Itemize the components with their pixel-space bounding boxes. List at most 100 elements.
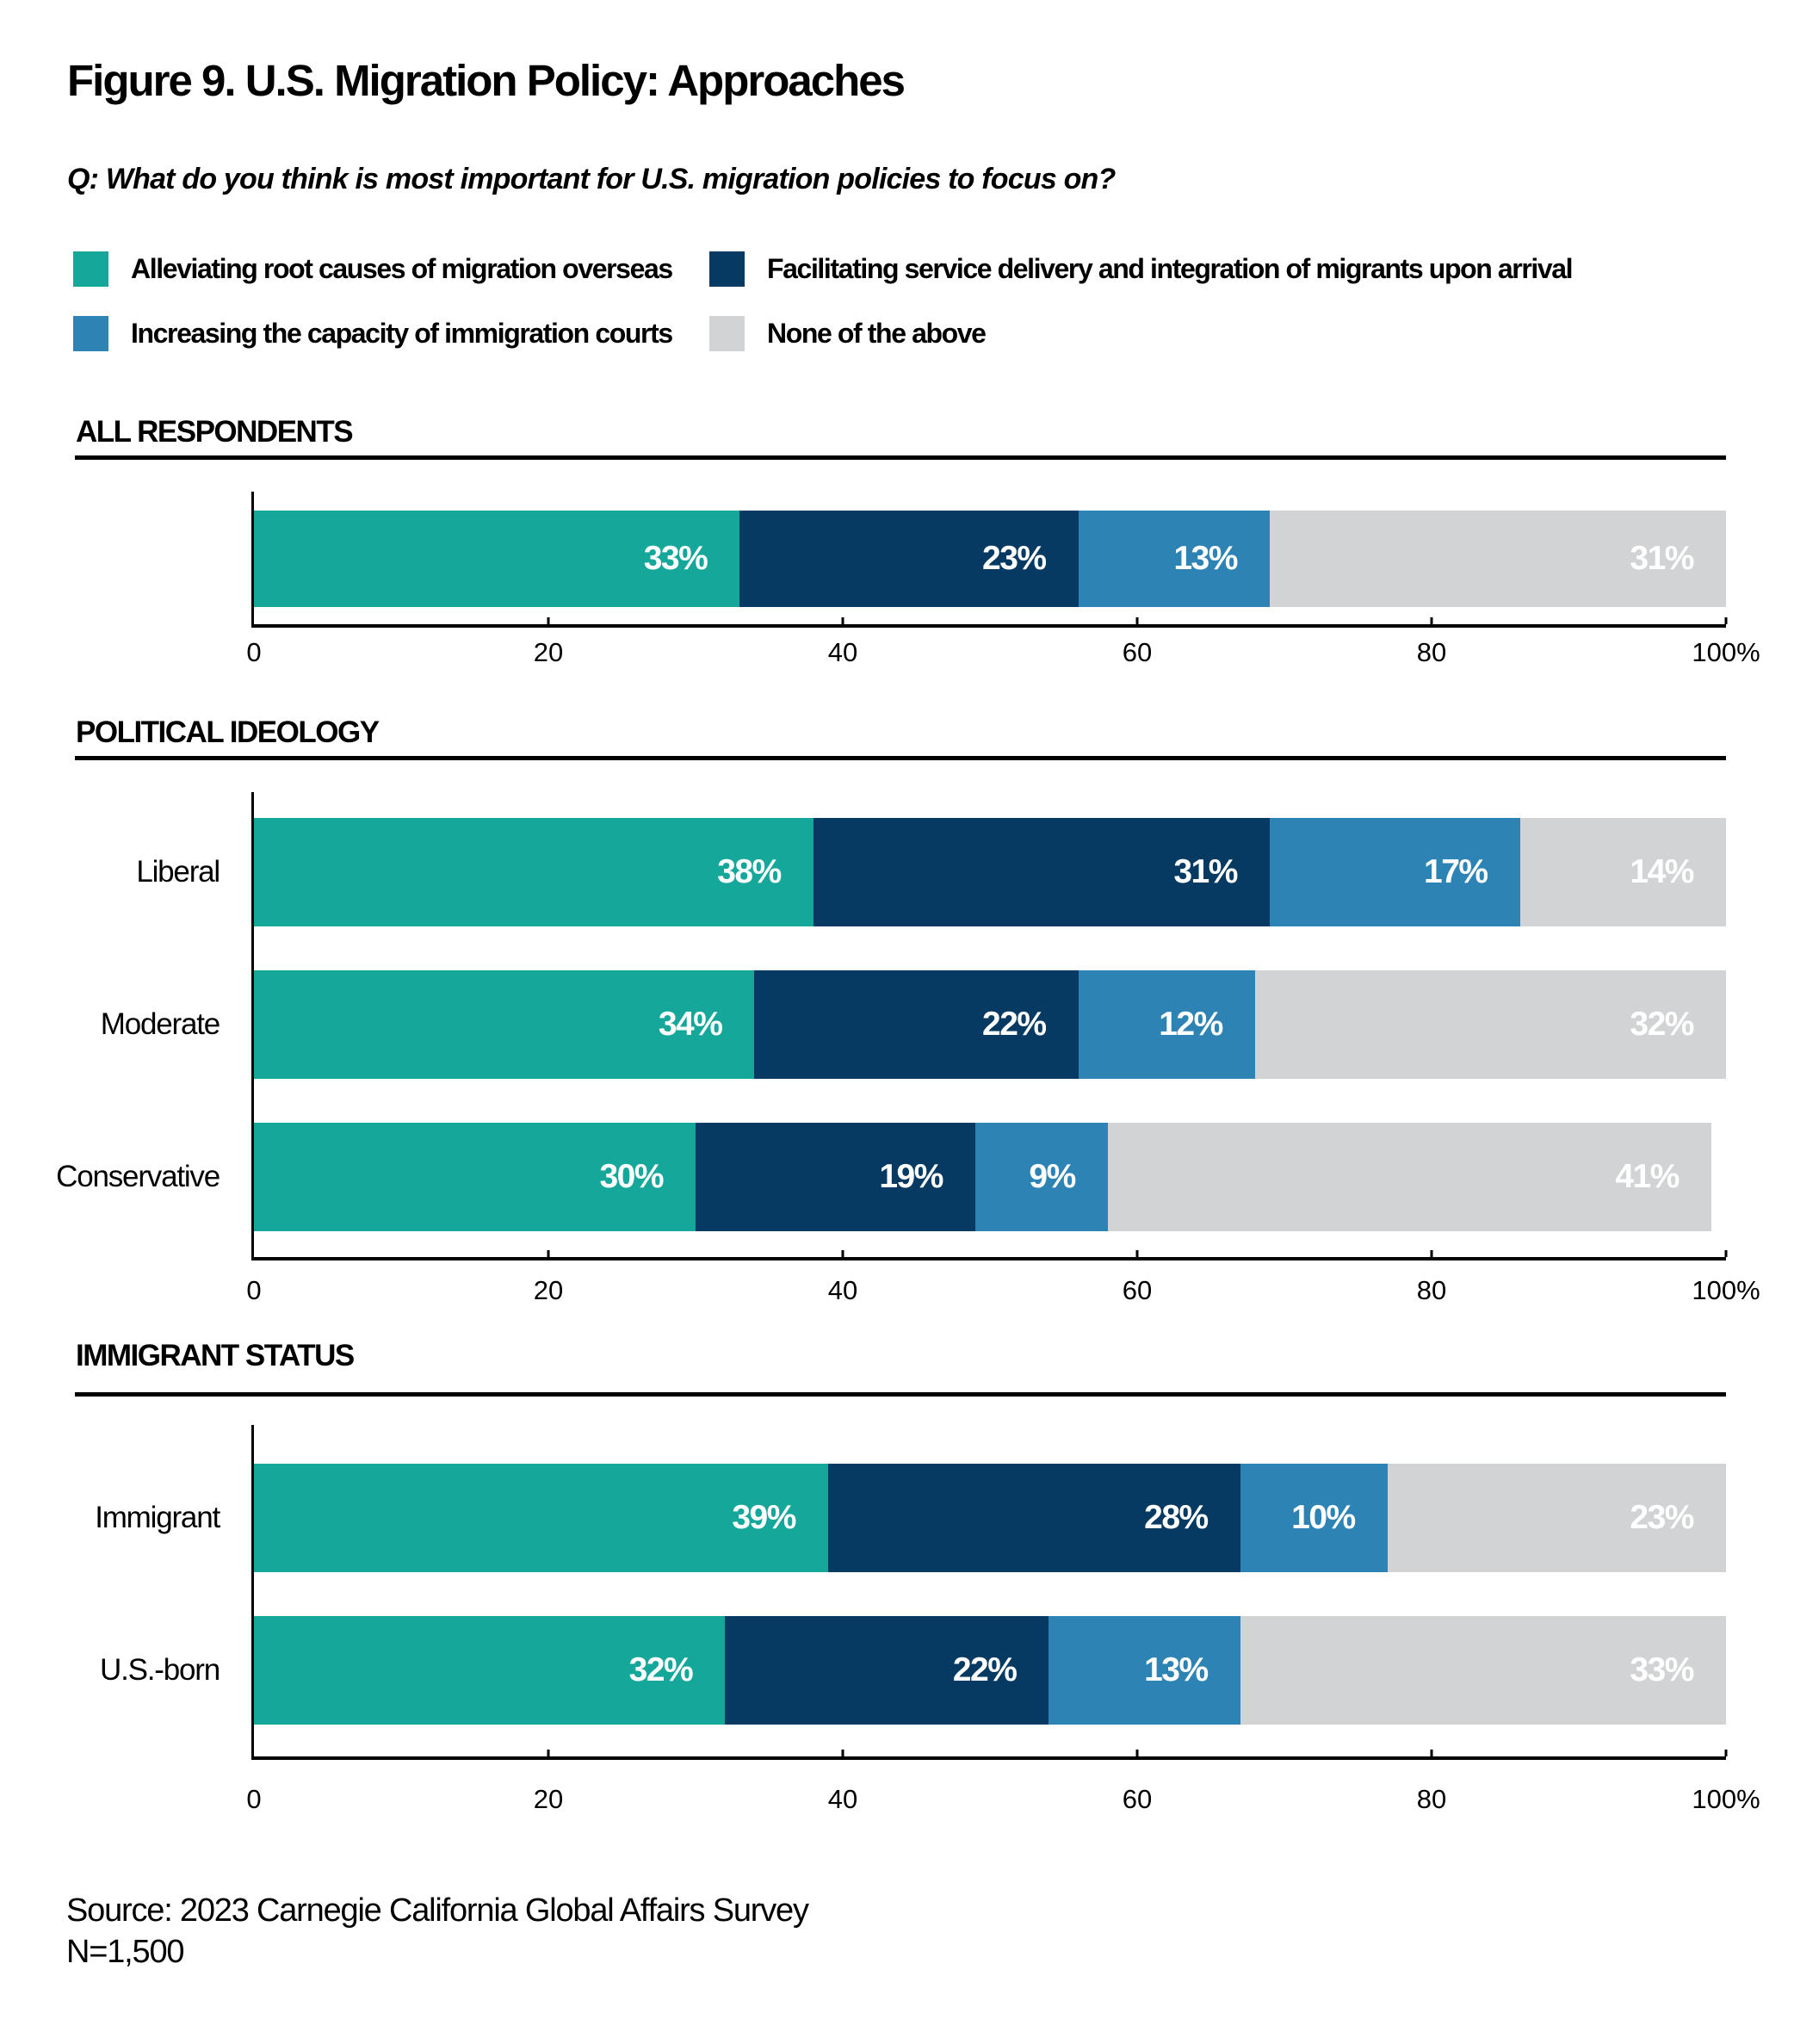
bar-value-label: 13% <box>1173 540 1238 577</box>
axis-tick-label: 80 <box>1416 1275 1447 1305</box>
axis-tick-label: 80 <box>1416 1784 1447 1814</box>
bar-value-label: 31% <box>1630 540 1694 577</box>
bar-segment: 39% <box>254 1464 828 1572</box>
axis-tick <box>547 1750 550 1756</box>
survey-question: Q: What do you think is most important f… <box>67 163 1116 195</box>
bar-segment: 9% <box>974 1123 1108 1231</box>
category-label: Immigrant <box>95 1501 220 1534</box>
axis-tick <box>841 1750 844 1756</box>
bar-value-label: 23% <box>982 540 1047 577</box>
bar-value-label: 33% <box>643 540 708 577</box>
axis-tick-label: 0 <box>246 1275 262 1305</box>
axis-tick-label: 100% <box>1692 1784 1760 1814</box>
axis-tick-label: 20 <box>533 637 564 667</box>
axis-tick-label: 60 <box>1122 637 1153 667</box>
bar-segment: 33% <box>1240 1616 1726 1725</box>
axis-tick <box>1430 617 1433 624</box>
bar-segment: 23% <box>739 511 1079 607</box>
figure-title: Figure 9. U.S. Migration Policy: Approac… <box>67 56 906 105</box>
bar-segment: 30% <box>254 1123 696 1231</box>
bar-segment: 13% <box>1049 1616 1240 1725</box>
bar-row: 38% 31% 17% 14% <box>254 818 1726 926</box>
bar-value-label: 33% <box>1630 1651 1694 1688</box>
axis-tick-label: 80 <box>1416 637 1447 667</box>
bar-segment: 14% <box>1519 818 1726 926</box>
legend-label: Facilitating service delivery and integr… <box>767 253 1574 284</box>
chart-all-respondents: 33% 23% 13% 31% 0 20 40 60 80 100% <box>246 492 1760 667</box>
bar-row: 32% 22% 13% 33% <box>254 1616 1726 1725</box>
category-label: Liberal <box>136 855 220 889</box>
sample-size: N=1,500 <box>66 1933 185 1970</box>
bar-value-label: 19% <box>879 1158 943 1195</box>
bar-segment: 22% <box>754 970 1079 1079</box>
bar-value-label: 22% <box>952 1651 1018 1688</box>
category-label: U.S.-born <box>100 1653 220 1687</box>
bar-value-label: 22% <box>982 1006 1047 1043</box>
source-note: Source: 2023 Carnegie California Global … <box>66 1891 809 1973</box>
axis-tick-label: 20 <box>533 1784 564 1814</box>
section-all-respondents: ALL RESPONDENTS 33% 23% 13% 31% 0 20 40 60 80 100… <box>0 411 1794 667</box>
axis-tick-label: 0 <box>246 1784 262 1814</box>
bar-row: 39% 28% 10% 23% <box>254 1464 1726 1572</box>
bar-segment: 22% <box>725 1616 1049 1725</box>
legend-item: Increasing the capacity of immigration c… <box>73 316 673 351</box>
axis-labels: 0 20 40 60 80 100% <box>246 624 1760 667</box>
plot-area: 33% 23% 13% 31% 0 20 40 60 80 100% <box>246 492 1760 667</box>
axis-tick <box>547 617 550 624</box>
bar-row: 33% 23% 13% 31% <box>254 511 1726 607</box>
bar-value-label: 12% <box>1159 1006 1223 1043</box>
bar-value-label: 31% <box>1173 853 1238 890</box>
axis-tick-label: 60 <box>1122 1784 1153 1814</box>
axis-tick-label: 40 <box>827 1784 858 1814</box>
axis-labels: 0 20 40 60 80 100% <box>246 1257 1760 1305</box>
legend-swatch <box>709 251 745 287</box>
bar-segment: 31% <box>1269 511 1726 607</box>
section-immigrant-status: IMMIGRANT STATUS 39% 28% 10% 23% Immigrant 32… <box>0 1335 1794 1814</box>
bar-value-label: 38% <box>717 853 782 890</box>
section-rule <box>75 455 1726 460</box>
axis-tick <box>1724 1250 1728 1257</box>
bar-value-label: 28% <box>1144 1499 1209 1536</box>
axis-tick <box>547 1250 550 1257</box>
axis-tick-label: 60 <box>1122 1275 1153 1305</box>
bar-value-label: 17% <box>1424 853 1488 890</box>
bar-row: 34% 22% 12% 32% <box>254 970 1726 1079</box>
plot-area: 39% 28% 10% 23% Immigrant 32% 22% 13% 33% U.S.-bo… <box>95 1425 1760 1814</box>
source-line: Source: 2023 Carnegie California Global … <box>66 1892 809 1929</box>
category-label: Conservative <box>56 1160 220 1193</box>
axis-tick <box>1135 1250 1139 1257</box>
legend-label: Alleviating root causes of migration ove… <box>131 253 673 284</box>
axis-tick <box>1135 617 1139 624</box>
bar-segment: 33% <box>254 511 740 607</box>
bar-value-label: 13% <box>1144 1651 1209 1688</box>
axis-tick-label: 20 <box>533 1275 564 1305</box>
axis-tick <box>1430 1750 1433 1756</box>
axis-tick <box>1724 1750 1728 1756</box>
bar-segment: 13% <box>1078 511 1270 607</box>
bar-value-label: 32% <box>628 1651 694 1688</box>
bar-segment: 17% <box>1269 818 1520 926</box>
legend-swatch <box>709 316 745 351</box>
legend-swatch <box>73 316 108 351</box>
bar-segment: 19% <box>696 1123 975 1231</box>
bar-segment: 32% <box>1254 970 1726 1079</box>
bar-segment: 12% <box>1078 970 1255 1079</box>
axis-tick-label: 40 <box>827 637 858 667</box>
section-title: ALL RESPONDENTS <box>76 415 354 449</box>
category-label: Moderate <box>100 1007 220 1041</box>
bar-value-label: 34% <box>658 1006 723 1043</box>
chart-political-ideology: 38% 31% 17% 14% Liberal 34% 22% 12% 32% Moderate 3… <box>56 792 1760 1305</box>
bar-segment: 32% <box>254 1616 726 1725</box>
bar-segment: 31% <box>813 818 1270 926</box>
axis-tick-label: 0 <box>246 637 262 667</box>
bar-row: 30% 19% 9% 41% <box>254 1123 1726 1231</box>
bar-value-label: 10% <box>1291 1499 1356 1536</box>
legend-item: Facilitating service delivery and integr… <box>709 251 1574 287</box>
bar-segment: 34% <box>254 970 755 1079</box>
bar-value-label: 41% <box>1615 1158 1680 1195</box>
section-rule <box>75 756 1726 760</box>
bar-segment: 38% <box>254 818 813 926</box>
bar-segment: 10% <box>1240 1464 1388 1572</box>
bar-value-label: 14% <box>1630 853 1694 890</box>
section-title: IMMIGRANT STATUS <box>76 1339 355 1372</box>
